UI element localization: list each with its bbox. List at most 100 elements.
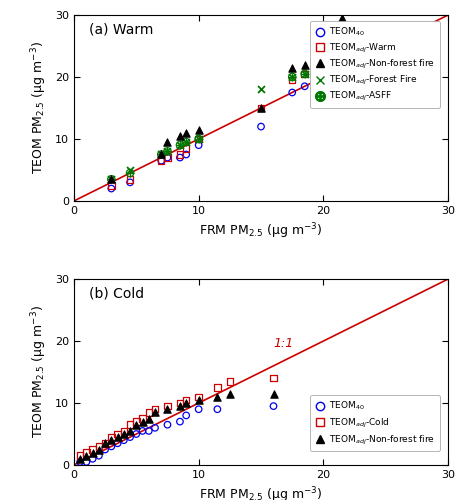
Point (76, 458, 84, 466)
Point (114, 440, 121, 448)
Point (139, 414, 146, 422)
Point (108, 176, 115, 184)
Point (320, 64, 327, 72)
Point (332, 48, 340, 56)
Point (176, 141, 183, 149)
Text: (b) Cold: (b) Cold (89, 286, 144, 300)
Point (164, 154, 171, 162)
Point (257, 86, 265, 94)
Point (226, 390, 233, 398)
Point (158, 156, 165, 164)
Point (120, 430, 128, 438)
Point (164, 138, 171, 146)
Point (139, 418, 146, 426)
Text: 1:1: 1:1 (342, 39, 362, 52)
Point (176, 154, 183, 162)
Point (182, 412, 190, 420)
Point (182, 399, 190, 407)
Point (89, 448, 97, 456)
Point (164, 154, 171, 162)
Point (126, 176, 134, 184)
Point (108, 433, 115, 441)
Point (95, 442, 103, 450)
Point (139, 427, 146, 435)
Point (76, 452, 84, 460)
Point (151, 424, 159, 432)
Legend: TEOM$_{40}$, TEOM$_{adj}$-Cold, TEOM$_{adj}$-Non-forest fire: TEOM$_{40}$, TEOM$_{adj}$-Cold, TEOM$_{a… (310, 396, 440, 451)
Point (158, 150, 165, 158)
Point (158, 150, 165, 158)
Point (164, 405, 171, 413)
Point (332, 32, 340, 40)
Point (108, 176, 115, 184)
Point (145, 427, 152, 435)
Point (120, 427, 128, 435)
Point (164, 402, 171, 410)
Point (195, 405, 202, 413)
Point (126, 166, 134, 174)
Point (301, 70, 309, 78)
Point (320, 60, 327, 68)
Point (213, 384, 221, 392)
Text: (a) Warm: (a) Warm (89, 22, 153, 36)
Point (101, 440, 109, 448)
Point (182, 138, 190, 146)
Point (164, 148, 171, 156)
Point (213, 405, 221, 413)
Point (301, 70, 309, 78)
Point (195, 393, 202, 401)
Point (89, 446, 97, 454)
Point (270, 390, 277, 398)
Point (301, 60, 309, 68)
Point (158, 156, 165, 164)
Point (101, 446, 109, 454)
Y-axis label: TEOM PM$_{2.5}$ (μg m$^{-3}$): TEOM PM$_{2.5}$ (μg m$^{-3}$) (30, 306, 49, 438)
Point (126, 169, 134, 177)
Point (158, 150, 165, 158)
Point (95, 452, 103, 460)
Point (332, 48, 340, 56)
Point (83, 452, 90, 460)
Point (145, 414, 152, 422)
Point (126, 178, 134, 186)
X-axis label: FRM PM$_{2.5}$ (μg m$^{-3}$): FRM PM$_{2.5}$ (μg m$^{-3}$) (199, 222, 323, 241)
Point (182, 129, 190, 137)
Point (176, 402, 183, 410)
Point (176, 150, 183, 158)
Point (195, 126, 202, 134)
Point (114, 430, 121, 438)
Point (108, 176, 115, 184)
Point (288, 76, 296, 84)
Point (126, 420, 134, 428)
Point (126, 427, 134, 435)
Point (114, 433, 121, 441)
Point (76, 455, 84, 463)
Point (338, 14, 346, 22)
Point (288, 73, 296, 81)
Point (320, 52, 327, 60)
X-axis label: FRM PM$_{2.5}$ (μg m$^{-3}$): FRM PM$_{2.5}$ (μg m$^{-3}$) (199, 486, 323, 500)
Point (133, 430, 140, 438)
Point (182, 396, 190, 404)
Point (182, 138, 190, 146)
Point (182, 144, 190, 152)
Point (332, 48, 340, 56)
Point (338, 64, 346, 72)
Point (195, 135, 202, 143)
Point (195, 141, 202, 149)
Point (195, 135, 202, 143)
Point (195, 135, 202, 143)
Point (195, 135, 202, 143)
Point (108, 436, 115, 444)
Point (108, 182, 115, 190)
Point (126, 169, 134, 177)
Legend: TEOM$_{40}$, TEOM$_{adj}$-Warm, TEOM$_{adj}$-Non-forest fire, TEOM$_{adj}$-Fores: TEOM$_{40}$, TEOM$_{adj}$-Warm, TEOM$_{a… (310, 22, 440, 108)
Point (145, 408, 152, 416)
Point (120, 436, 128, 444)
Point (164, 148, 171, 156)
Point (301, 70, 309, 78)
Point (257, 104, 265, 112)
Point (176, 141, 183, 149)
Point (176, 399, 183, 407)
Point (195, 396, 202, 404)
